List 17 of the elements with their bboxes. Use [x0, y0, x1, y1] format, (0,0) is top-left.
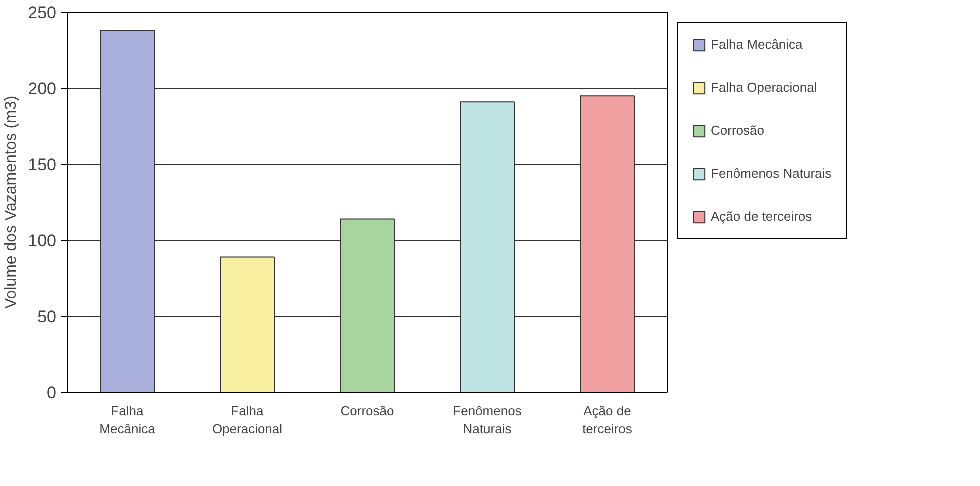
- y-tick-label: 200: [28, 80, 57, 98]
- y-tick-label: 250: [28, 4, 57, 22]
- x-tick-label: Ação de terceiros: [582, 404, 633, 436]
- x-tick-label: Falha Operacional: [212, 404, 283, 436]
- x-tick-label: Corrosão: [340, 404, 394, 418]
- x-tick-label: Fenômenos Naturais: [453, 404, 522, 436]
- legend-label: Fenômenos Naturais: [711, 166, 832, 181]
- y-tick-label: 0: [47, 384, 57, 402]
- y-tick-label: 100: [28, 232, 57, 250]
- legend-label: Falha Mecânica: [711, 37, 803, 52]
- x-tick-label: Falha Mecânica: [100, 404, 156, 436]
- legend-label: Ação de terceiros: [711, 209, 812, 224]
- y-tick-label: 150: [28, 156, 57, 174]
- legend-label: Falha Operacional: [711, 80, 818, 95]
- y-tick-label: 50: [38, 308, 57, 326]
- legend-label: Corrosão: [711, 123, 764, 138]
- y-axis-title: Volume dos Vazamentos (m3): [3, 96, 20, 310]
